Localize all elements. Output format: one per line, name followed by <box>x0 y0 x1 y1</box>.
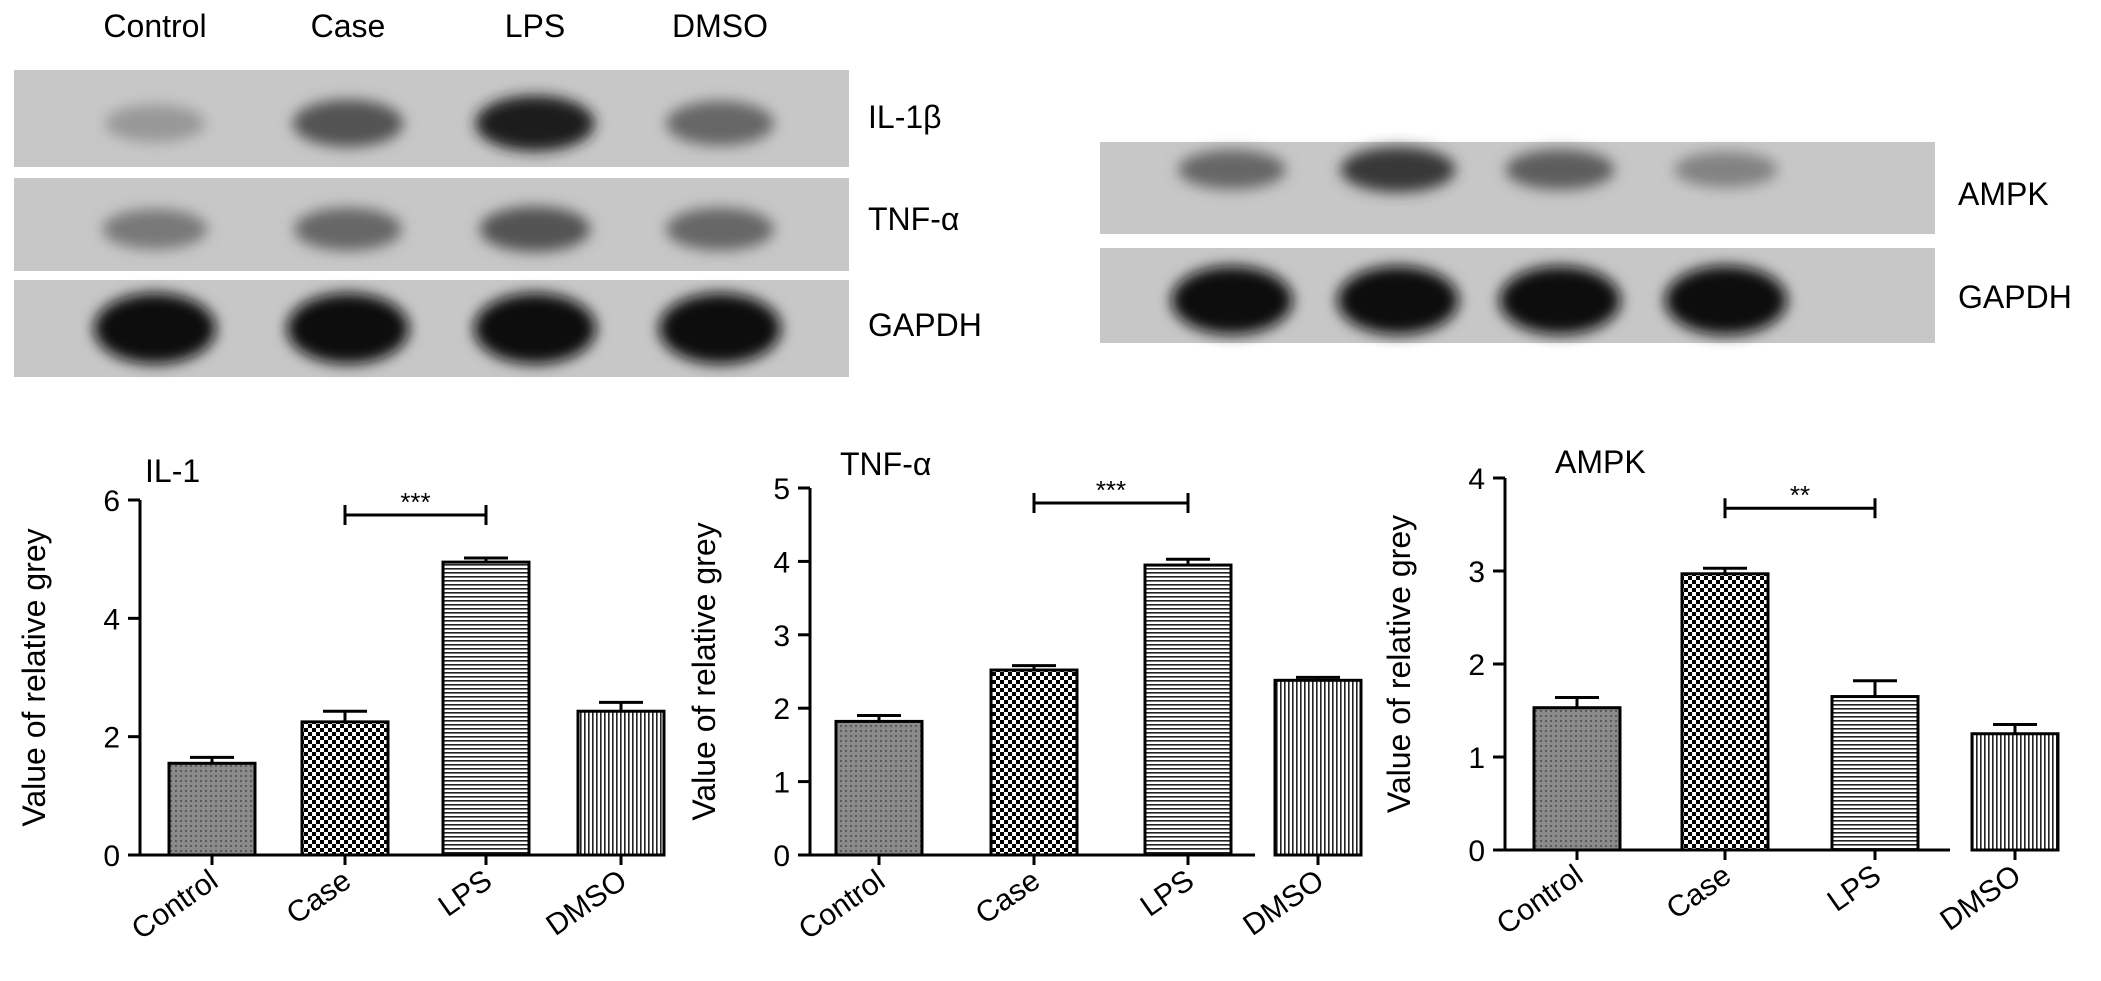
x-tick-label: LPS <box>1822 859 1887 919</box>
chart-il1: IL-1 Value of relative grey 0 2 4 6 Control Cas… <box>16 453 666 947</box>
lane-label-lps: LPS <box>505 8 565 44</box>
left-blot-strip-2 <box>14 280 849 377</box>
left-blot-band-0-1 <box>292 99 404 148</box>
y-tick-label: 2 <box>773 693 790 726</box>
blot-label-il1b: IL-1β <box>868 99 942 135</box>
blot-label-gapdh-left: GAPDH <box>868 307 982 343</box>
blot-label-gapdh-right: GAPDH <box>1958 279 2072 315</box>
left-blot-band-2-2 <box>473 293 597 364</box>
right-blot-band-1-3 <box>1664 265 1788 335</box>
x-tick-label: Control <box>126 864 224 947</box>
left-blot-band-1-0 <box>102 208 208 250</box>
y-tick-label: 0 <box>1468 835 1485 868</box>
right-blot-strip-1 <box>1100 248 1935 343</box>
chart-title: IL-1 <box>145 453 200 489</box>
y-tick-label: 1 <box>773 767 790 800</box>
left-blot-band-0-2 <box>475 95 595 152</box>
y-axis-label: Value of relative grey <box>686 522 722 820</box>
left-blot-band-2-1 <box>286 293 410 364</box>
left-blot-strip-1 <box>14 178 849 271</box>
right-blot: AMPK GAPDH <box>1100 142 2072 343</box>
significance-label: *** <box>400 487 430 517</box>
right-blot-band-0-2 <box>1505 149 1615 190</box>
right-blot-band-0-0 <box>1178 149 1286 190</box>
x-tick-label: DMSO <box>1237 864 1330 943</box>
left-blot-band-0-0 <box>104 104 206 143</box>
y-tick-label: 2 <box>103 722 120 755</box>
y-tick-label: 1 <box>1468 742 1485 775</box>
chart-title: TNF-α <box>840 446 931 482</box>
y-tick-label: 6 <box>103 485 120 518</box>
x-tick-label: Case <box>970 864 1046 931</box>
left-blot-band-0-3 <box>666 100 774 146</box>
left-blot-band-2-3 <box>658 293 782 364</box>
y-tick-label: 0 <box>773 840 790 873</box>
bar-lps <box>1143 563 1233 857</box>
y-tick-label: 4 <box>103 603 120 636</box>
x-tick-label: DMSO <box>540 864 633 943</box>
bar-control <box>1532 706 1622 852</box>
lane-label-control: Control <box>103 8 206 44</box>
right-blot-band-1-2 <box>1499 266 1621 335</box>
left-blot: Control Case LPS DMSO IL-1β TNF-α GAPDH <box>14 8 982 377</box>
y-tick-label: 4 <box>1468 463 1485 496</box>
left-blot-band-1-3 <box>666 207 774 251</box>
x-tick-label: LPS <box>433 864 498 924</box>
left-blot-strip-0 <box>14 70 849 167</box>
bar-lps <box>1830 695 1920 852</box>
lane-label-case: Case <box>311 8 386 44</box>
bar-lps <box>441 560 531 857</box>
chart-title: AMPK <box>1555 444 1646 480</box>
blot-label-ampk: AMPK <box>1958 176 2049 212</box>
chart-ampk: AMPK Value of relative grey 0 1 2 3 4 Control Ca… <box>1381 444 2060 942</box>
x-tick-label: LPS <box>1135 864 1200 924</box>
y-tick-label: 3 <box>773 620 790 653</box>
bar-case <box>1680 572 1770 852</box>
x-tick-label: Control <box>793 864 891 947</box>
y-tick-label: 4 <box>773 546 790 579</box>
blot-label-tnfa: TNF-α <box>868 201 959 237</box>
right-blot-band-1-1 <box>1337 266 1459 335</box>
significance-label: ** <box>1790 480 1810 510</box>
bar-dmso <box>1273 678 1363 857</box>
right-blot-band-0-1 <box>1340 146 1456 193</box>
bar-dmso <box>1970 732 2060 852</box>
left-blot-band-1-2 <box>479 206 591 252</box>
y-axis-label: Value of relative grey <box>16 528 52 826</box>
y-tick-label: 2 <box>1468 649 1485 682</box>
bar-control <box>167 761 257 857</box>
right-blot-band-0-3 <box>1674 151 1778 188</box>
y-tick-label: 3 <box>1468 556 1485 589</box>
y-axis-label: Value of relative grey <box>1381 515 1417 813</box>
chart-tnfa: TNF-α Value of relative grey 0 1 2 3 4 5 Control… <box>686 446 1363 947</box>
left-blot-band-2-0 <box>93 293 217 364</box>
bar-case <box>989 668 1079 857</box>
lane-label-dmso: DMSO <box>672 8 768 44</box>
y-tick-label: 0 <box>103 840 120 873</box>
x-tick-label: DMSO <box>1934 859 2027 938</box>
x-tick-label: Case <box>1661 859 1737 926</box>
bar-control <box>834 719 924 857</box>
x-tick-label: Case <box>281 864 357 931</box>
y-tick-label: 5 <box>773 473 790 506</box>
right-blot-strip-0 <box>1100 142 1935 234</box>
x-tick-label: Control <box>1491 859 1589 942</box>
bar-case <box>300 720 390 857</box>
right-blot-band-1-0 <box>1171 266 1293 335</box>
bar-dmso <box>576 709 666 857</box>
significance-label: *** <box>1096 475 1126 505</box>
left-blot-band-1-1 <box>294 207 402 251</box>
